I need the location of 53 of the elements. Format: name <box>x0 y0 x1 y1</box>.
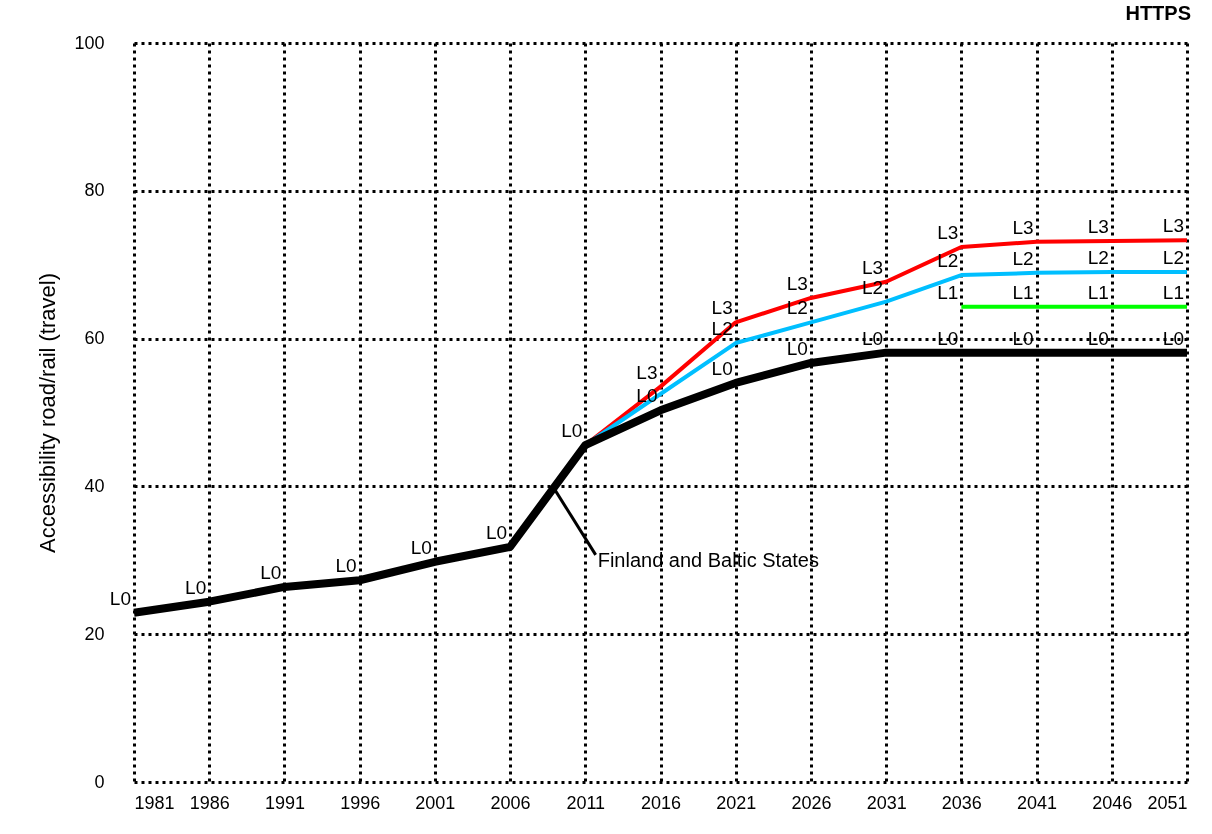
y-tick-label: 40 <box>84 475 105 496</box>
text: L0 <box>410 536 432 558</box>
text: L3 <box>786 272 808 294</box>
text: L3 <box>937 221 959 243</box>
text: L0 <box>485 522 508 543</box>
text: L1 <box>1162 281 1184 303</box>
text: L3 <box>636 361 658 383</box>
text: L3 <box>1012 216 1034 238</box>
text: L2 <box>937 250 959 272</box>
y-tick-label: 80 <box>84 180 105 201</box>
text: L2 <box>1087 247 1109 269</box>
y-axis-title: Accessibility road/rail (travel) <box>35 273 61 553</box>
x-tick-label: 1996 <box>340 792 381 813</box>
text: L0 <box>786 337 808 359</box>
text: L1 <box>1087 281 1109 303</box>
y-tick-label: 0 <box>94 771 105 792</box>
x-tick-label: 1986 <box>189 792 230 813</box>
text: L0 <box>185 576 207 598</box>
x-tick-label: 1991 <box>264 792 305 813</box>
series-label: L2 <box>1162 247 1184 269</box>
y-tick-label: 100 <box>74 32 105 53</box>
chart-title: HTTPS <box>1125 2 1191 24</box>
text: L0 <box>109 587 131 609</box>
text: L0 <box>260 561 282 583</box>
y-tick-label: 60 <box>84 328 105 349</box>
x-tick-label: 2021 <box>716 792 757 813</box>
y-tick-label: 20 <box>84 623 105 644</box>
text: L1 <box>937 281 959 303</box>
text: L0 <box>1087 327 1109 349</box>
x-tick-label: 2016 <box>640 792 682 813</box>
text: L0 <box>335 555 357 577</box>
text: L2 <box>786 297 808 319</box>
x-tick-label: 2026 <box>791 792 832 813</box>
x-tick-label: 2031 <box>866 792 907 813</box>
annotation: Finland and Baltic States <box>597 548 819 571</box>
x-tick-label: 2011 <box>566 792 606 813</box>
x-tick-label: 1981 <box>134 792 175 813</box>
x-tick-label: 2051 <box>1147 792 1188 813</box>
text: L0 <box>862 327 884 349</box>
x-tick-label: 2041 <box>1017 792 1058 813</box>
text: L3 <box>862 256 884 278</box>
series-label: L1 <box>1012 281 1034 303</box>
text: L3 <box>711 297 733 319</box>
series-label: L3 <box>1087 216 1109 238</box>
text: L0 <box>561 420 583 442</box>
x-tick-label: 2001 <box>415 792 456 813</box>
x-tick-label: 2036 <box>941 792 982 813</box>
text: L0 <box>711 357 733 379</box>
text: L3 <box>1162 215 1184 237</box>
x-tick-label: 2006 <box>490 792 531 813</box>
x-tick-label: 2046 <box>1092 792 1133 813</box>
series-label: L0 <box>937 327 959 349</box>
text: L2 <box>1012 247 1034 269</box>
